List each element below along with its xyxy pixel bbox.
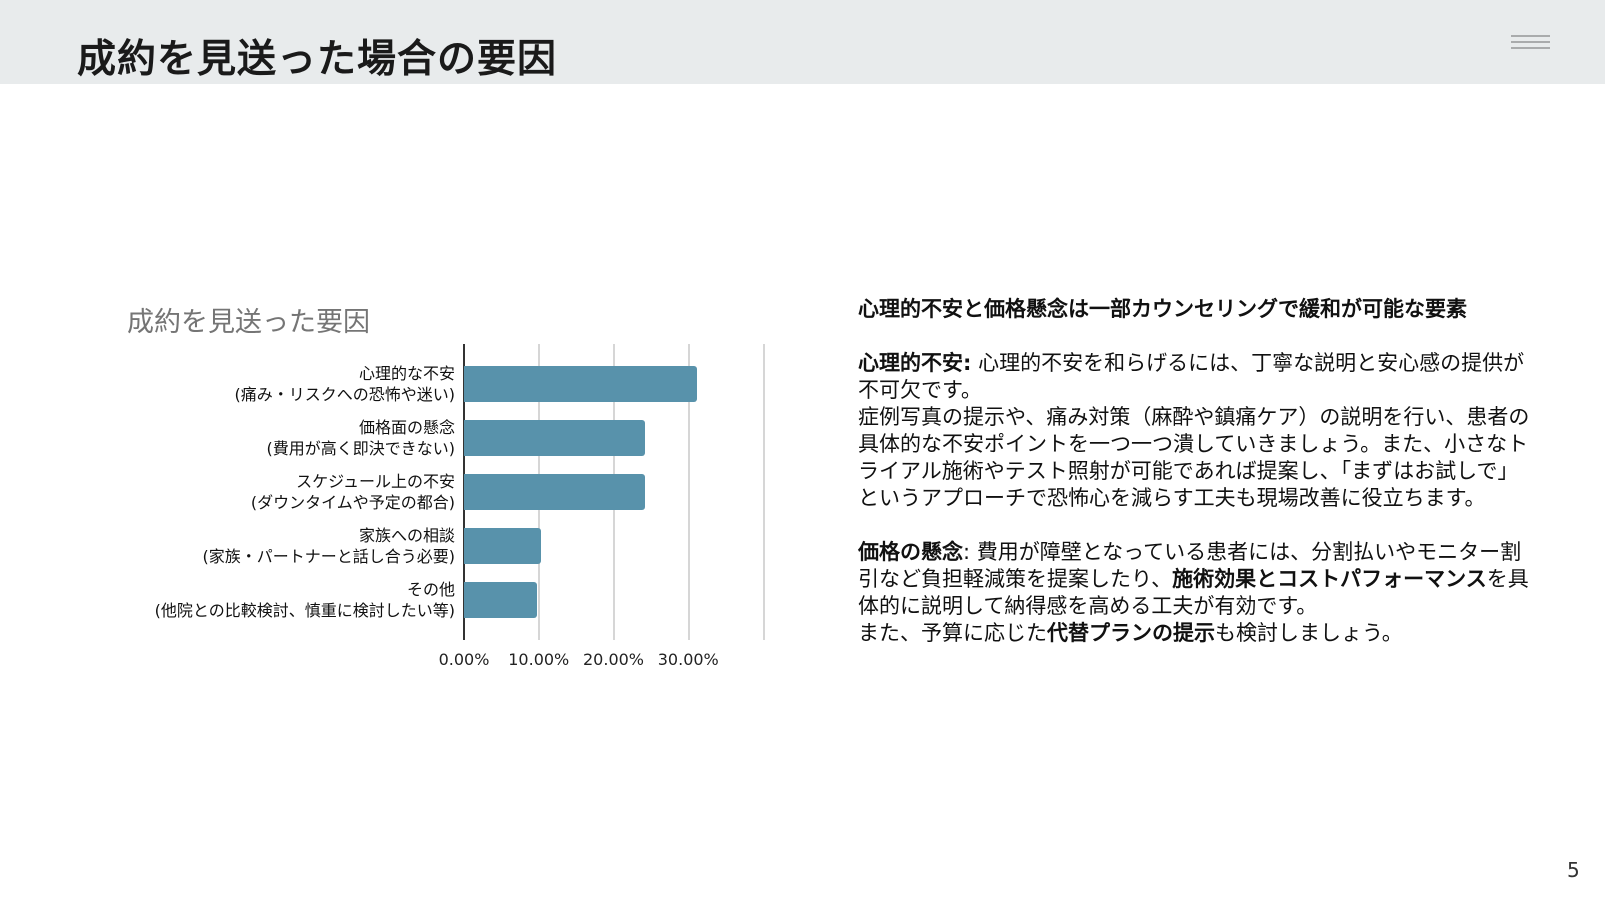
paragraph-psychological-detail: 症例写真の提示や、痛み対策（麻酔や鎮痛ケア）の説明を行い、患者の具体的な不安ポイ…: [858, 405, 1530, 510]
headline: 心理的不安と価格懸念は一部カウンセリングで緩和が可能な要素: [858, 297, 1467, 321]
category-label: 家族への相談 (家族・パートナーと話し合う必要): [202, 526, 456, 566]
page-title: 成約を見送った場合の要因: [77, 37, 558, 82]
category-label: 価格面の懸念 (費用が高く即決できない): [266, 418, 456, 458]
x-tick-label: 20.00%: [582, 650, 645, 669]
x-tick-label: 10.00%: [508, 650, 570, 669]
paragraph-psychological: 心理的不安: 心理的不安を和らげるには、丁寧な説明と安心感の提供が不可欠です。: [858, 351, 1525, 402]
commentary-text: 心理的不安と価格懸念は一部カウンセリングで緩和が可能な要素 心理的不安: 心理的…: [858, 296, 1538, 647]
category-label: スケジュール上の不安 (ダウンタイムや予定の都合): [250, 472, 455, 512]
bar-chart-plot: [463, 344, 765, 640]
gridline: [763, 344, 765, 640]
paragraph-label: 価格の懸念: [858, 540, 963, 564]
bar: [464, 582, 538, 618]
paragraph-price: 価格の懸念: 費用が障壁となっている患者には、分割払いやモニター割引など負担軽減…: [858, 540, 1529, 645]
x-tick-label: 30.00%: [657, 650, 719, 669]
category-label: 心理的な不安 (痛み・リスクへの恐怖や迷い): [234, 364, 456, 404]
bar: [464, 528, 541, 564]
gridline: [688, 344, 690, 640]
page-number: 5: [1567, 858, 1580, 882]
chart-title: 成約を見送った要因: [127, 307, 370, 338]
paragraph-label: 心理的不安:: [858, 351, 972, 375]
category-label: その他 (他院との比較検討、慎重に検討したい等): [154, 580, 455, 620]
bar: [464, 420, 645, 456]
hamburger-menu-icon[interactable]: [1511, 35, 1550, 49]
slide-header: 成約を見送った場合の要因: [0, 0, 1605, 84]
bar: [464, 366, 698, 402]
x-tick-label: 0.00%: [438, 650, 490, 669]
bar: [464, 474, 645, 510]
